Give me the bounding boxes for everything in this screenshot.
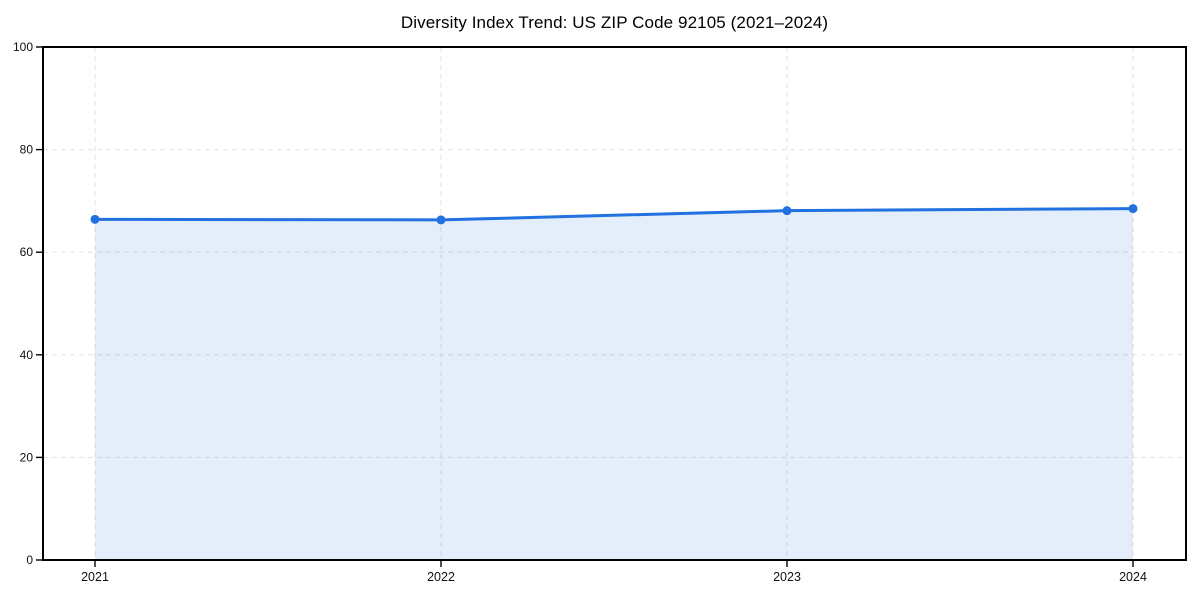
y-tick-label: 40 [20, 348, 34, 362]
y-tick-label: 60 [20, 245, 34, 259]
y-tick-label: 100 [13, 40, 33, 54]
plot-border [42, 46, 1187, 561]
y-tick-label: 20 [20, 450, 34, 464]
area-fill [95, 208, 1133, 560]
x-tick-label: 2021 [81, 570, 109, 584]
data-point-marker [782, 206, 792, 216]
y-tick-label: 80 [20, 143, 34, 157]
data-point-marker [436, 215, 446, 225]
x-tick-label: 2022 [427, 570, 455, 584]
data-point-marker [90, 214, 100, 224]
trend-line [93, 207, 1135, 222]
y-tick-label: 0 [26, 553, 33, 567]
x-tick-label: 2023 [773, 570, 801, 584]
data-point-marker [1128, 204, 1138, 214]
chart-title: Diversity Index Trend: US ZIP Code 92105… [400, 13, 829, 32]
x-tick-label: 2024 [1119, 570, 1147, 584]
